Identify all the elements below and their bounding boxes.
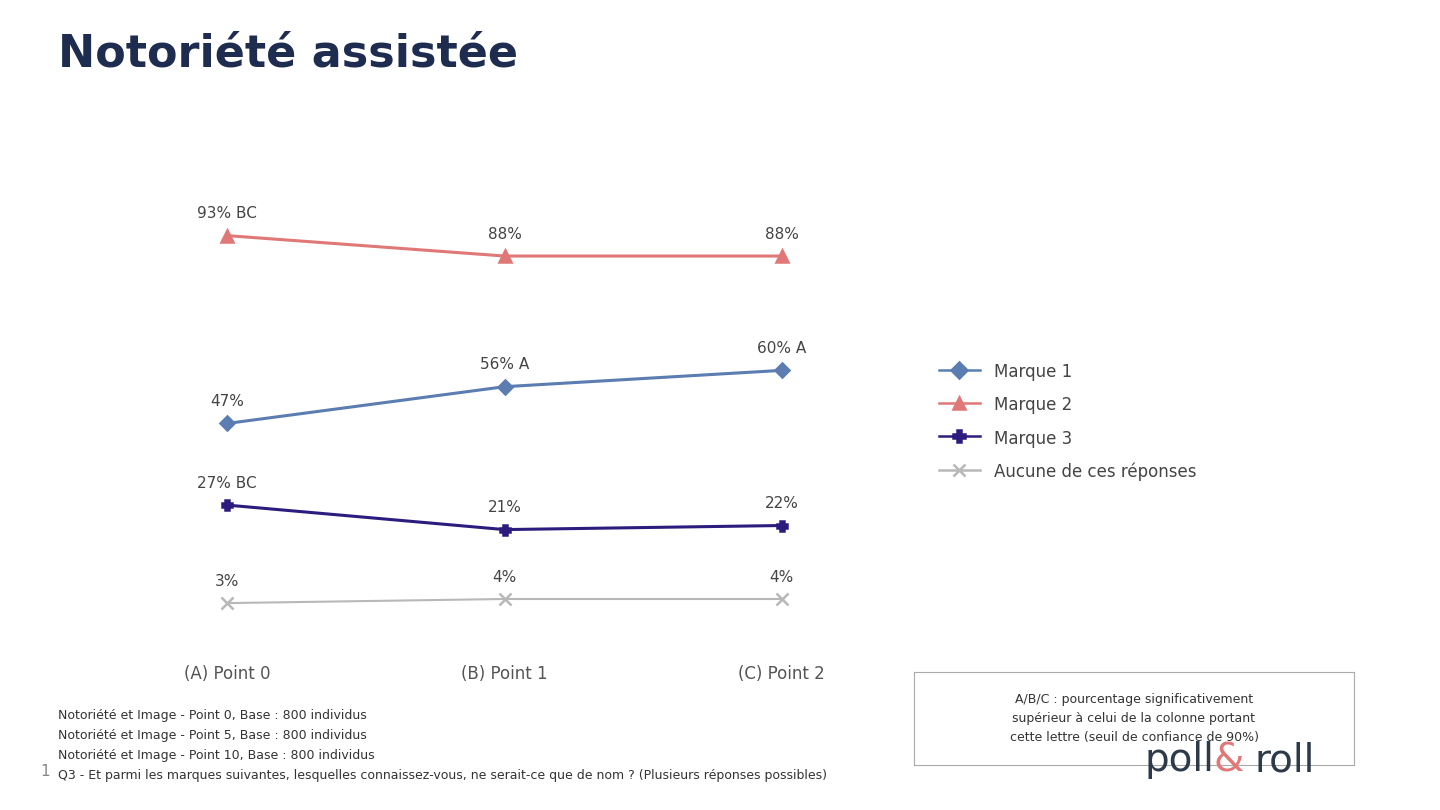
Text: 47%: 47% <box>210 394 245 409</box>
Text: 56% A: 56% A <box>480 357 528 373</box>
Text: 21%: 21% <box>488 501 521 515</box>
Text: poll: poll <box>1143 741 1214 779</box>
Text: 3%: 3% <box>215 573 239 589</box>
Text: Notoriété assistée: Notoriété assistée <box>58 32 517 75</box>
Text: Notoriété et Image - Point 0, Base : 800 individus
Notoriété et Image - Point 5,: Notoriété et Image - Point 0, Base : 800… <box>58 709 827 782</box>
Text: 27% BC: 27% BC <box>197 475 256 491</box>
Legend: Marque 1, Marque 2, Marque 3, Aucune de ces réponses: Marque 1, Marque 2, Marque 3, Aucune de … <box>939 363 1197 481</box>
Text: 88%: 88% <box>765 227 799 241</box>
Text: 4%: 4% <box>770 569 793 585</box>
Text: 22%: 22% <box>765 497 799 511</box>
Text: 88%: 88% <box>488 227 521 241</box>
Text: &: & <box>1214 741 1244 779</box>
Text: 60% A: 60% A <box>757 341 806 356</box>
Text: roll: roll <box>1254 741 1315 779</box>
Text: 4%: 4% <box>492 569 517 585</box>
Text: A/B/C : pourcentage significativement
supérieur à celui de la colonne portant
ce: A/B/C : pourcentage significativement su… <box>1009 693 1259 744</box>
Text: 93% BC: 93% BC <box>197 207 258 221</box>
Text: 1: 1 <box>40 764 50 779</box>
